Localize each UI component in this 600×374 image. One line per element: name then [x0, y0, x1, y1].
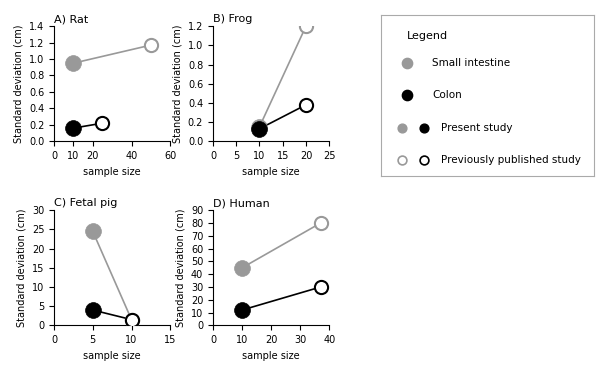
Point	[398, 125, 407, 131]
X-axis label: sample size: sample size	[83, 351, 141, 361]
Point	[419, 125, 428, 131]
Point	[88, 229, 98, 234]
X-axis label: sample size: sample size	[242, 166, 300, 177]
Point	[254, 124, 264, 130]
Text: C) Fetal pig: C) Fetal pig	[54, 198, 118, 208]
Text: Legend: Legend	[407, 31, 448, 41]
Text: Previously published study: Previously published study	[440, 155, 581, 165]
Point	[316, 220, 325, 226]
Point	[146, 42, 156, 48]
Point	[402, 60, 412, 66]
Point	[127, 317, 136, 323]
Point	[301, 102, 311, 108]
Point	[127, 317, 136, 323]
Y-axis label: Standard deviation (cm): Standard deviation (cm)	[13, 24, 23, 143]
Point	[398, 157, 407, 163]
Y-axis label: Standard deviation (cm): Standard deviation (cm)	[16, 209, 26, 327]
Point	[237, 265, 247, 271]
X-axis label: sample size: sample size	[83, 166, 141, 177]
Point	[316, 284, 325, 290]
Point	[402, 92, 412, 98]
Point	[68, 60, 78, 66]
Text: B) Frog: B) Frog	[213, 14, 253, 24]
Text: Small intestine: Small intestine	[432, 58, 510, 68]
Point	[88, 307, 98, 313]
Point	[68, 125, 78, 131]
X-axis label: sample size: sample size	[242, 351, 300, 361]
Point	[98, 120, 107, 126]
Text: D) Human: D) Human	[213, 198, 269, 208]
Text: Present study: Present study	[440, 123, 512, 132]
Point	[254, 126, 264, 132]
Point	[419, 157, 428, 163]
Text: Colon: Colon	[432, 91, 462, 100]
Point	[301, 23, 311, 29]
Point	[237, 307, 247, 313]
Y-axis label: Standard deviation (cm): Standard deviation (cm)	[172, 24, 182, 143]
Y-axis label: Standard deviation (cm): Standard deviation (cm)	[175, 209, 185, 327]
Text: A) Rat: A) Rat	[54, 14, 88, 24]
